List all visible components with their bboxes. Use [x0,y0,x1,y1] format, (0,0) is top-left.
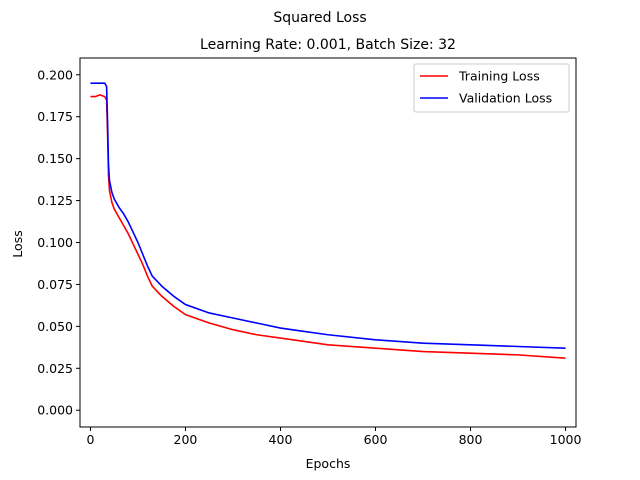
y-axis-ticks: 0.000 0.025 0.050 0.075 0.100 0.125 0.150 0.175… [37,67,80,418]
series-layer [90,82,566,360]
chart-title: Learning Rate: 0.001, Batch Size: 32 [200,37,456,53]
y-tick-label: 0.125 [37,193,73,208]
y-tick-label: 0.050 [37,319,73,334]
x-tick-label: 400 [269,432,293,447]
y-tick-label: 0.175 [37,109,73,124]
y-tick-label: 0.025 [37,361,73,376]
legend-label: Training Loss [458,69,540,84]
y-tick-label: 0.100 [37,235,73,250]
legend-box [413,63,570,113]
chart-suptitle: Squared Loss [273,10,366,26]
plot-frame [79,57,577,428]
x-tick-label: 800 [459,432,483,447]
plot-area [79,57,577,428]
x-tick-label: 0 [86,432,94,447]
y-axis-label: Loss [10,230,25,257]
x-axis-label: Epochs [306,456,351,471]
y-tick-label: 0.000 [37,403,73,418]
x-tick-label: 600 [364,432,388,447]
series-line-validation-loss [90,82,566,349]
y-tick-label: 0.200 [37,67,73,82]
legend: Training Loss Validation Loss [413,63,570,113]
y-tick-label: 0.075 [37,277,73,292]
legend-label: Validation Loss [459,91,552,106]
x-tick-label: 1000 [550,432,582,447]
x-tick-label: 200 [174,432,198,447]
x-axis-ticks: 0 200 400 600 800 1000 [86,427,582,447]
y-tick-label: 0.150 [37,151,73,166]
